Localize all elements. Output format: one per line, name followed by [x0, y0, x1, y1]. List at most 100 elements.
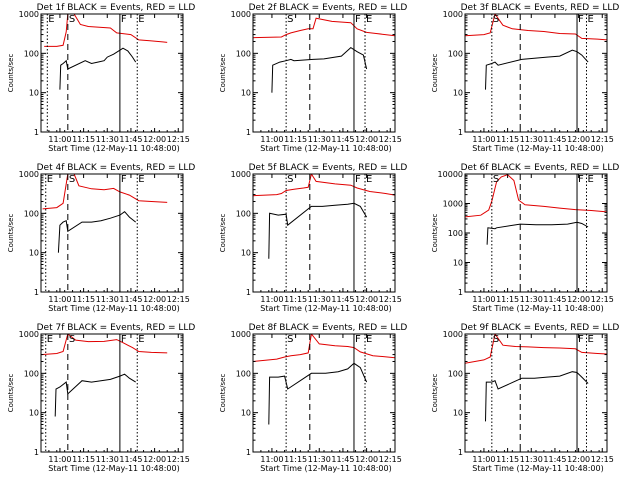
- marker-label: E: [138, 334, 144, 345]
- x-axis-label: Start Time (12-May-11 10:48:00): [260, 304, 391, 313]
- x-tick-label: 12:00: [355, 455, 378, 464]
- panel-title: Det 2f BLACK = Events, RED = LLD: [249, 3, 408, 13]
- marker-label: F: [355, 174, 361, 185]
- y-axis-label: Counts/sec: [7, 54, 15, 93]
- events-series-line: [57, 211, 137, 253]
- events-series-line: [486, 221, 589, 245]
- x-tick-label: 12:00: [143, 455, 166, 464]
- y-tick-label: 10: [241, 89, 251, 98]
- marker-label: S: [493, 174, 499, 185]
- x-tick-label: 12:15: [167, 455, 190, 464]
- x-tick-label: 11:45: [543, 295, 566, 304]
- marker-label: S: [287, 174, 293, 185]
- x-tick-label: 11:15: [284, 455, 307, 464]
- marker-label: E: [366, 174, 372, 185]
- x-tick-label: 11:30: [96, 295, 119, 304]
- y-tick-label: 100: [24, 209, 39, 218]
- x-tick-label: 11:15: [72, 135, 95, 144]
- panel-title: Det 1f BLACK = Events, RED = LLD: [37, 3, 196, 13]
- y-tick-label: 100: [236, 369, 251, 378]
- x-tick-label: 11:00: [48, 455, 71, 464]
- y-axis-label: Counts/sec: [219, 374, 227, 413]
- x-tick-label: 12:00: [143, 295, 166, 304]
- marker-label: F: [578, 174, 584, 185]
- x-tick-label: 12:15: [379, 295, 402, 304]
- x-tick-label: 11:30: [520, 135, 543, 144]
- y-tick-label: 10000: [438, 170, 463, 179]
- y-tick-label: 1: [34, 448, 39, 457]
- events-series-line: [54, 373, 136, 417]
- y-tick-label: 10: [453, 89, 463, 98]
- y-tick-label: 1000: [443, 10, 463, 19]
- x-tick-label: 11:15: [496, 295, 519, 304]
- y-tick-label: 10: [29, 89, 39, 98]
- x-tick-label: 11:45: [119, 135, 142, 144]
- marker-label: E: [48, 14, 54, 25]
- marker-label: E: [587, 174, 593, 185]
- y-axis-label: Counts/sec: [219, 214, 227, 253]
- marker-label: E: [587, 334, 593, 345]
- marker-label: E: [47, 334, 53, 345]
- marker-label: E: [587, 14, 593, 25]
- x-tick-label: 11:00: [472, 135, 495, 144]
- y-tick-label: 10: [241, 409, 251, 418]
- x-tick-label: 12:00: [567, 455, 590, 464]
- marker-label: E: [47, 174, 53, 185]
- plot-frame: [252, 333, 396, 453]
- x-tick-label: 12:15: [167, 295, 190, 304]
- y-tick-label: 10: [29, 249, 39, 258]
- y-tick-label: 100: [448, 369, 463, 378]
- y-tick-label: 1000: [231, 330, 251, 339]
- x-tick-label: 11:00: [260, 135, 283, 144]
- events-series-line: [268, 202, 368, 259]
- x-axis-label: Start Time (12-May-11 10:48:00): [472, 144, 603, 153]
- lld-series-line: [253, 174, 395, 197]
- x-tick-label: 11:00: [48, 135, 71, 144]
- x-tick-label: 11:00: [472, 455, 495, 464]
- x-tick-label: 11:45: [331, 455, 354, 464]
- marker-label: E: [138, 174, 144, 185]
- y-tick-label: 100: [236, 49, 251, 58]
- y-axis-label: Counts/sec: [219, 54, 227, 93]
- lld-series-line: [465, 174, 607, 218]
- y-tick-label: 1000: [19, 170, 39, 179]
- y-tick-label: 100: [448, 229, 463, 238]
- x-tick-label: 11:45: [543, 455, 566, 464]
- y-tick-label: 100: [448, 49, 463, 58]
- panel-title: Det 3f BLACK = Events, RED = LLD: [461, 3, 620, 13]
- x-tick-label: 11:30: [520, 455, 543, 464]
- y-tick-label: 1: [458, 448, 463, 457]
- y-tick-label: 1: [246, 448, 251, 457]
- y-tick-label: 10: [29, 409, 39, 418]
- plot-frame: [40, 13, 184, 133]
- y-tick-label: 1000: [19, 330, 39, 339]
- y-tick-label: 1000: [443, 330, 463, 339]
- marker-label: S: [287, 334, 293, 345]
- events-series-line: [59, 47, 137, 90]
- panel-title: Det 8f BLACK = Events, RED = LLD: [249, 323, 408, 333]
- x-axis-label: Start Time (12-May-11 10:48:00): [260, 144, 391, 153]
- x-tick-label: 12:00: [143, 135, 166, 144]
- marker-label: F: [121, 334, 127, 345]
- lld-series-line: [465, 14, 607, 41]
- x-tick-label: 11:45: [331, 295, 354, 304]
- y-tick-label: 1000: [443, 200, 463, 209]
- x-tick-label: 11:00: [472, 295, 495, 304]
- y-tick-label: 1: [458, 128, 463, 137]
- x-tick-label: 11:15: [72, 295, 95, 304]
- x-tick-label: 11:30: [308, 135, 331, 144]
- panel-title: Det 7f BLACK = Events, RED = LLD: [37, 323, 196, 333]
- x-axis-label: Start Time (12-May-11 10:48:00): [48, 464, 179, 473]
- x-tick-label: 12:00: [567, 295, 590, 304]
- y-tick-label: 1: [34, 288, 39, 297]
- marker-label: E: [366, 14, 372, 25]
- y-tick-label: 1: [34, 128, 39, 137]
- x-axis-label: Start Time (12-May-11 10:48:00): [472, 304, 603, 313]
- events-series-line: [268, 362, 368, 425]
